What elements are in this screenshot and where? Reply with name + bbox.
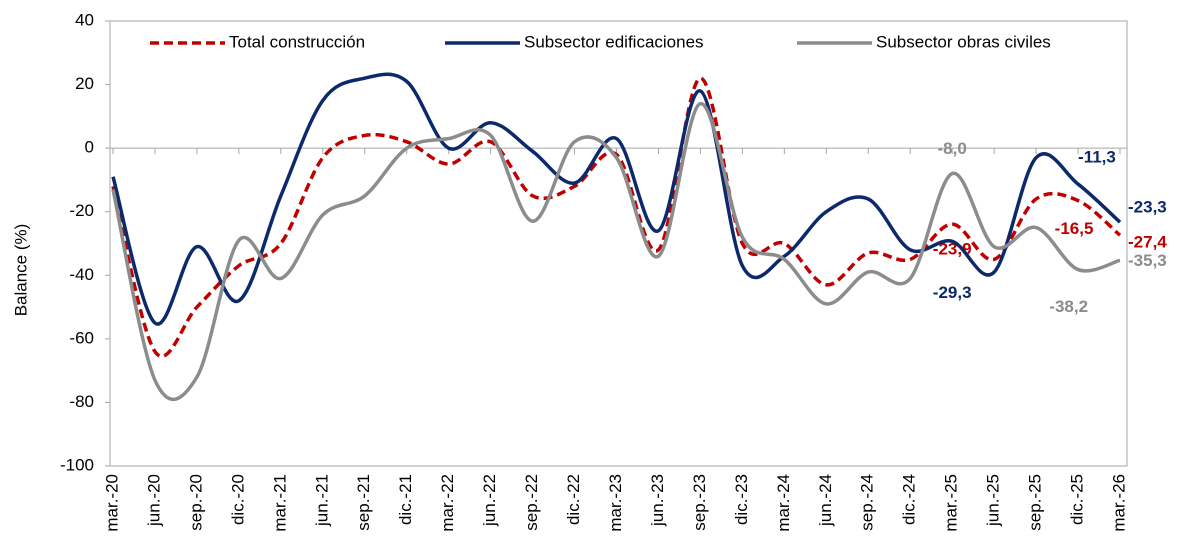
y-tick-label: 40 (75, 10, 94, 29)
y-tick-label: 20 (75, 74, 94, 93)
x-tick-label: mar.-23 (606, 474, 625, 532)
x-tick-label: jun.-21 (312, 474, 331, 527)
plot-border (109, 20, 1128, 467)
x-tick-label: sep.-22 (522, 474, 541, 531)
value-label: -23,3 (1128, 198, 1167, 217)
x-tick-label: jun.-23 (648, 474, 667, 527)
x-tick-label: mar.-26 (1109, 474, 1128, 532)
value-label: -29,3 (933, 283, 972, 302)
value-label: -8,0 (938, 139, 967, 158)
x-tick-label: dic.-24 (900, 474, 919, 525)
x-tick-label: sep.-25 (1026, 474, 1045, 531)
y-tick-label: -60 (69, 328, 94, 347)
x-tick-label: jun.-20 (144, 474, 163, 527)
x-tick-label: jun.-25 (984, 474, 1003, 527)
legend-label: Subsector obras civiles (876, 32, 1051, 51)
value-label: -38,2 (1049, 297, 1088, 316)
series-line (111, 76, 1122, 358)
series-line (111, 101, 1121, 402)
x-tick-label: sep.-23 (690, 474, 709, 531)
x-tick-label: mar.-21 (270, 474, 289, 532)
x-tick-label: dic.-22 (564, 474, 583, 525)
x-tick-label: dic.-21 (396, 474, 415, 525)
y-tick-label: -80 (69, 392, 94, 411)
y-tick-label: -40 (69, 265, 94, 284)
x-tick-label: sep.-21 (354, 474, 373, 531)
x-tick-label: dic.-25 (1068, 474, 1087, 525)
legend-label: Total construcción (229, 32, 365, 51)
value-label: -27,4 (1128, 233, 1167, 252)
value-label: -35,3 (1128, 251, 1167, 270)
value-label: -23,9 (933, 240, 972, 259)
x-tick-label: mar.-20 (102, 474, 121, 532)
x-tick-label: sep.-20 (186, 474, 205, 531)
x-tick-label: sep.-24 (858, 474, 877, 531)
y-tick-label: -20 (69, 201, 94, 220)
x-tick-label: dic.-20 (228, 474, 247, 525)
y-tick-label: -100 (60, 455, 94, 474)
x-tick-label: jun.-24 (816, 474, 835, 527)
x-tick-label: mar.-22 (438, 474, 457, 532)
x-tick-label: mar.-25 (942, 474, 961, 532)
legend-label: Subsector edificaciones (524, 32, 704, 51)
x-tick-label: mar.-24 (774, 474, 793, 532)
y-axis-label: Balance (%) (11, 224, 30, 317)
x-tick-label: dic.-23 (732, 474, 751, 525)
x-tick-label: jun.-22 (480, 474, 499, 527)
value-label: -11,3 (1078, 148, 1116, 167)
y-tick-label: 0 (85, 138, 94, 157)
value-label: -16,5 (1055, 219, 1094, 238)
series-line (111, 72, 1122, 326)
